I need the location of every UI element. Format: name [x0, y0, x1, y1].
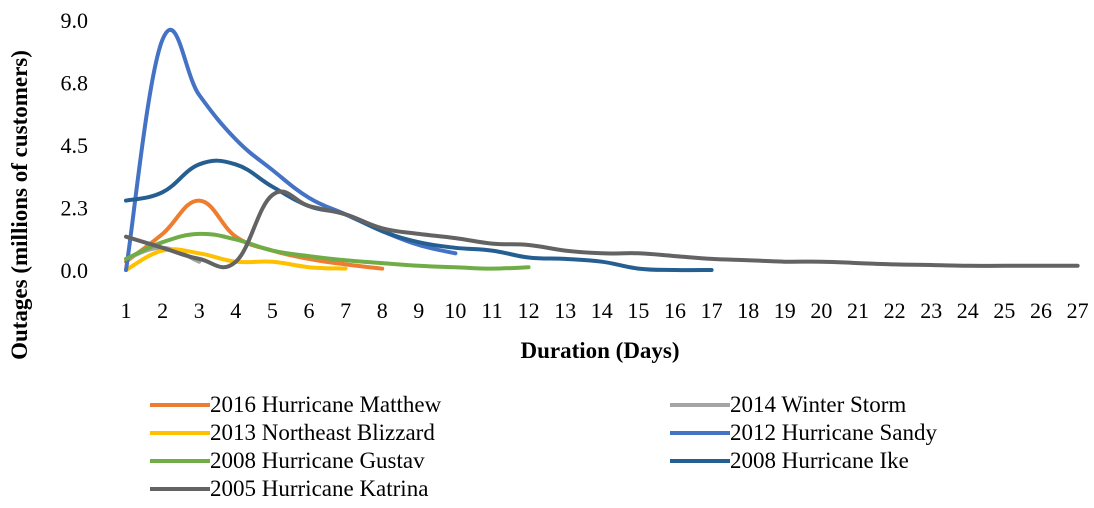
x-tick-label: 3 [194, 298, 205, 323]
legend-item: 2014 Winter Storm [670, 390, 906, 420]
legend-swatch [670, 459, 730, 463]
y-axis-ticks: 0.0 2.3 4.5 6.8 9.0 [61, 8, 89, 283]
x-tick-label: 23 [920, 298, 942, 323]
x-tick-label: 6 [304, 298, 315, 323]
x-tick-label: 7 [340, 298, 351, 323]
legend-label: 2008 Hurricane Ike [730, 448, 909, 473]
y-tick-label: 0.0 [61, 258, 89, 283]
legend-label: 2014 Winter Storm [730, 392, 907, 417]
legend-item: 2008 Hurricane Gustav [150, 446, 425, 476]
legend-item: 2005 Hurricane Katrina [150, 474, 428, 504]
x-tick-label: 22 [884, 298, 906, 323]
x-tick-label: 9 [413, 298, 424, 323]
x-tick-label: 25 [993, 298, 1015, 323]
series-line-2005-hurricane-katrina [124, 189, 1080, 270]
series-lines [124, 27, 1080, 273]
legend-swatch [150, 459, 210, 463]
x-tick-label: 20 [810, 298, 832, 323]
x-tick-label: 10 [444, 298, 466, 323]
legend-item: 2013 Northeast Blizzard [150, 418, 435, 448]
x-tick-label: 18 [737, 298, 759, 323]
legend-swatch [670, 431, 730, 435]
legend-swatch [670, 403, 730, 407]
x-tick-label: 19 [774, 298, 796, 323]
x-tick-label: 13 [554, 298, 576, 323]
x-tick-label: 16 [664, 298, 686, 323]
x-tick-label: 8 [377, 298, 388, 323]
x-tick-label: 2 [157, 298, 168, 323]
x-tick-label: 14 [591, 298, 613, 323]
legend-label: 2013 Northeast Blizzard [210, 420, 435, 445]
legend-swatch [150, 431, 210, 435]
y-tick-label: 9.0 [61, 8, 89, 33]
legend-swatch [150, 487, 210, 491]
legend-label: 2016 Hurricane Matthew [210, 392, 442, 417]
legend-swatch [150, 403, 210, 407]
x-tick-label: 5 [267, 298, 278, 323]
y-tick-label: 6.8 [61, 71, 89, 96]
legend-label: 2005 Hurricane Katrina [210, 476, 429, 501]
legend-label: 2008 Hurricane Gustav [210, 448, 425, 473]
legend-item: 2012 Hurricane Sandy [670, 418, 937, 448]
x-tick-label: 11 [481, 298, 502, 323]
x-axis-ticks: 1 2 3 4 5 6 7 8 9 10 11 12 13 14 15 16 17 18 19 20 21 22 23 24 2… [121, 298, 1089, 323]
legend-item: 2016 Hurricane Matthew [150, 390, 441, 420]
x-tick-label: 17 [701, 298, 723, 323]
x-tick-label: 15 [627, 298, 649, 323]
legend-label: 2012 Hurricane Sandy [730, 420, 937, 445]
x-tick-label: 1 [121, 298, 132, 323]
chart-legend: 2016 Hurricane Matthew 2014 Winter Storm 2… [0, 385, 1094, 508]
series-line-2008-hurricane-ike [124, 158, 714, 273]
x-tick-label: 12 [518, 298, 540, 323]
legend-item: 2008 Hurricane Ike [670, 446, 909, 476]
y-tick-label: 2.3 [61, 196, 89, 221]
x-tick-label: 26 [1030, 298, 1052, 323]
series-line-2008-hurricane-gustav [124, 231, 531, 271]
line-chart: 0.02.34.56.89.0 1 2 3 4 5 6 7 8 9 10 11 12 13 14 15 16 1… [7, 8, 1089, 363]
y-tick-label: 4.5 [61, 133, 89, 158]
x-tick-label: 27 [1067, 298, 1089, 323]
y-axis-title: Outages (millions of customers) [7, 50, 32, 360]
x-tick-label: 4 [230, 298, 241, 323]
x-axis-title: Duration (Days) [520, 338, 679, 363]
x-tick-label: 24 [957, 298, 979, 323]
x-tick-label: 21 [847, 298, 869, 323]
